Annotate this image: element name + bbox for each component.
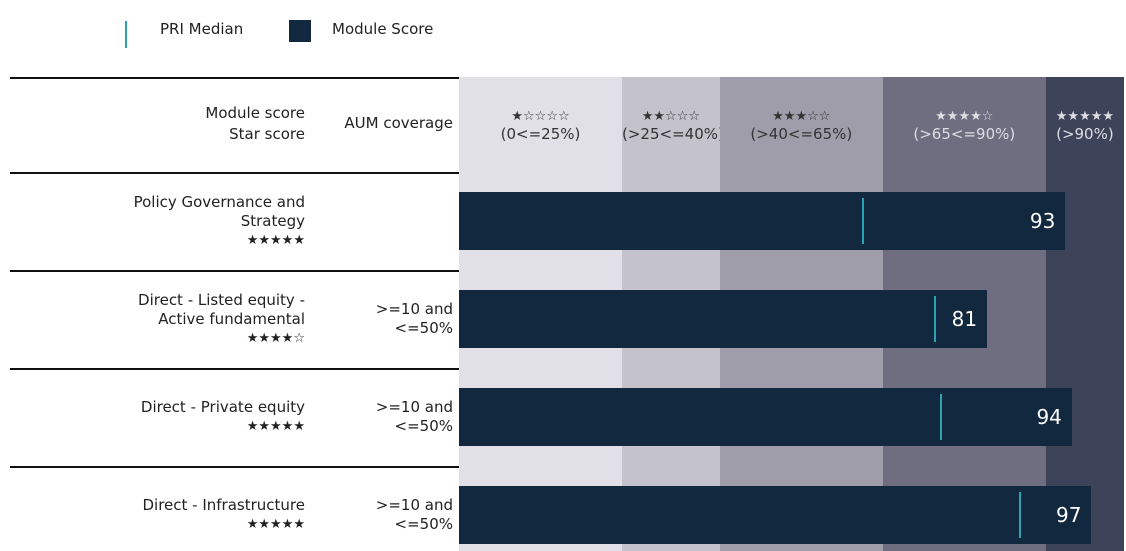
band-label: (>40<=65%) bbox=[750, 125, 853, 143]
median-marker bbox=[940, 394, 943, 440]
band-label: (>90%) bbox=[1056, 125, 1114, 143]
legend-median-swatch bbox=[125, 21, 127, 48]
row-separator bbox=[10, 368, 459, 370]
band-stars: ★★★★★ bbox=[1055, 109, 1115, 124]
category-label: Direct - Listed equity - Active fundamen… bbox=[138, 290, 305, 328]
row-separator bbox=[10, 270, 459, 272]
score-bar bbox=[459, 192, 1066, 250]
band-stars: ★★★★☆ bbox=[935, 109, 994, 124]
row-separator bbox=[10, 77, 459, 79]
score-value: 81 bbox=[951, 307, 978, 331]
score-band bbox=[1045, 77, 1125, 551]
score-value: 94 bbox=[1036, 405, 1062, 429]
header-score: Star score bbox=[229, 125, 305, 143]
score-bar bbox=[459, 290, 988, 348]
legend-score-swatch bbox=[289, 20, 311, 42]
category-label: Direct - Private equity bbox=[140, 398, 305, 416]
band-stars: ★★★☆☆ bbox=[772, 109, 831, 124]
header-score: Module score bbox=[205, 104, 305, 122]
coverage-label: >=10 and bbox=[375, 496, 453, 514]
row-separator bbox=[10, 172, 459, 174]
header-coverage: AUM coverage bbox=[344, 114, 453, 132]
legend-label: PRI Median bbox=[160, 20, 244, 38]
band-label: (0<=25%) bbox=[500, 125, 581, 143]
coverage-label: <=50% bbox=[394, 417, 453, 435]
band-label: (>65<=90%) bbox=[913, 125, 1016, 143]
coverage-label: <=50% bbox=[394, 319, 453, 337]
median-marker bbox=[933, 296, 936, 342]
legend-label: Module Score bbox=[332, 20, 434, 38]
category-stars: ★★★★★ bbox=[246, 232, 305, 248]
score-bar bbox=[459, 486, 1092, 544]
score-value: 93 bbox=[1029, 209, 1056, 233]
coverage-label: <=50% bbox=[394, 515, 453, 533]
category-label: Direct - Infrastructure bbox=[142, 496, 305, 514]
band-stars: ★☆☆☆☆ bbox=[511, 109, 570, 124]
median-marker bbox=[862, 198, 865, 244]
band-stars: ★★☆☆☆ bbox=[641, 109, 701, 124]
score-bar bbox=[459, 388, 1072, 446]
coverage-label: >=10 and bbox=[375, 300, 453, 318]
row-separator bbox=[10, 466, 459, 468]
score-value: 97 bbox=[1056, 503, 1082, 527]
category-stars: ★★★★☆ bbox=[246, 330, 305, 346]
coverage-label: >=10 and bbox=[375, 398, 453, 416]
category-stars: ★★★★★ bbox=[246, 419, 305, 434]
band-label: (>25<=40%) bbox=[622, 125, 724, 143]
category-label: Policy Governance and Strategy bbox=[133, 192, 305, 230]
category-stars: ★★★★★ bbox=[246, 517, 305, 532]
median-marker bbox=[1018, 492, 1021, 538]
